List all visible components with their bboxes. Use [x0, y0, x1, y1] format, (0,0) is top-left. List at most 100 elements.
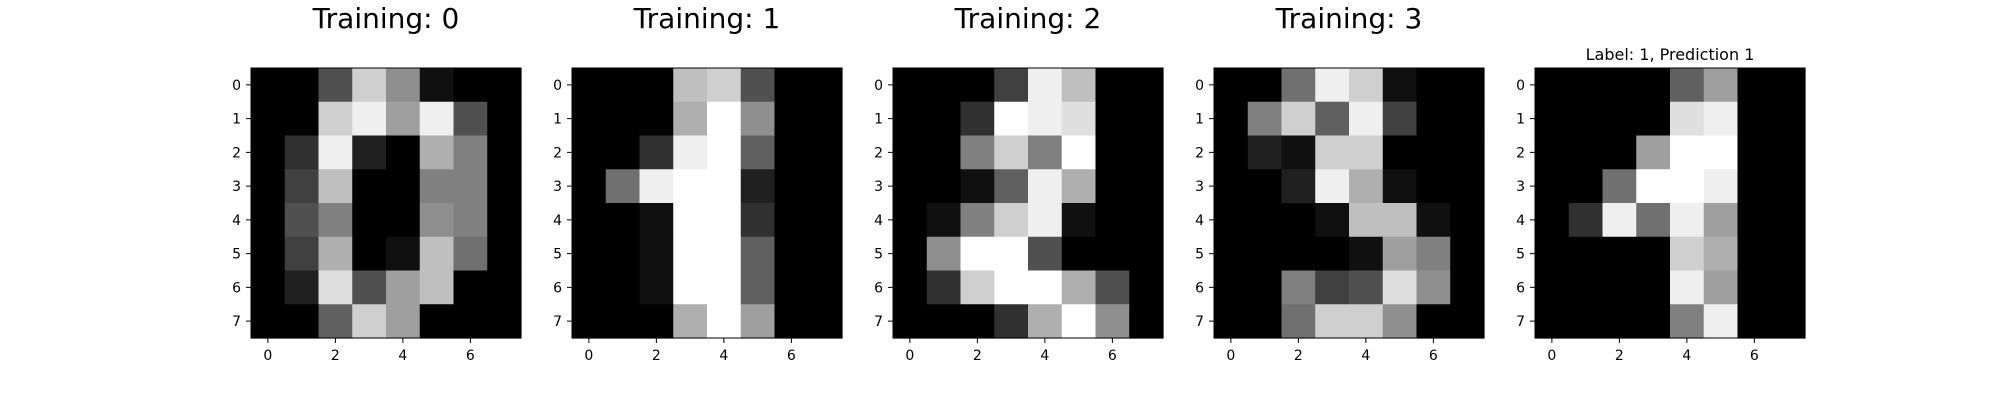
pixel-cell	[1247, 169, 1283, 204]
pixel-cell	[639, 101, 674, 137]
pixel-cell	[740, 101, 776, 137]
pixel-cell	[419, 101, 455, 137]
y-tick-label: 0	[874, 78, 883, 94]
pixel-cell	[1129, 203, 1164, 238]
pixel-cell	[251, 203, 286, 238]
pixel-cell	[251, 236, 286, 272]
pixel-cell	[1247, 203, 1283, 238]
panel-title: Training: 1	[633, 2, 781, 35]
pixel-cell	[1568, 169, 1604, 204]
pixel-cell	[1771, 169, 1806, 204]
pixel-cell	[284, 101, 320, 137]
pixel-cell	[251, 169, 286, 204]
x-tick-label: 2	[1615, 348, 1624, 364]
x-tick-label: 6	[1429, 348, 1438, 364]
pixel-cell	[386, 236, 421, 272]
pixel-cell	[352, 68, 387, 103]
pixel-cell	[1315, 135, 1350, 170]
panel-title: Training: 3	[1275, 2, 1423, 35]
pixel-cell	[1281, 101, 1316, 137]
pixel-cell	[1670, 203, 1705, 238]
pixel-cell	[1416, 135, 1451, 170]
pixel-cell	[1450, 270, 1485, 305]
y-tick-label: 7	[232, 314, 241, 330]
pixel-cell	[639, 135, 674, 170]
pixel-cell	[1214, 101, 1249, 137]
pixel-cell	[1247, 270, 1283, 305]
pixel-cell	[1315, 68, 1350, 103]
x-tick-label: 2	[973, 348, 982, 364]
pixel-cell	[774, 304, 809, 339]
pixel-cell	[386, 270, 421, 305]
pixel-cell	[1129, 304, 1164, 339]
pixel-cell	[1247, 101, 1283, 137]
pixel-cell	[994, 236, 1029, 272]
pixel-cell	[1129, 236, 1164, 272]
axes-frame	[250, 67, 522, 339]
pixel-cell	[1281, 304, 1316, 339]
pixel-cell	[487, 135, 522, 170]
image-panel-4: Label: 1, Prediction 1 0 1 2 3 4 5 6 7 0 2 4 6	[1516, 45, 1806, 364]
pixel-cell	[1670, 135, 1705, 170]
pixel-cell	[419, 304, 455, 339]
y-tick-label: 5	[553, 247, 562, 263]
axes-frame	[1213, 67, 1485, 339]
y-tick-label: 3	[874, 179, 883, 195]
pixel-cell	[926, 304, 962, 339]
pixel-cell	[1703, 135, 1739, 170]
image-panel-2: Training: 2 0 1 2 3 4 5 6 7 0 2 4 6	[874, 2, 1164, 364]
pixel-cell	[1382, 304, 1418, 339]
pixel-cell	[1771, 270, 1806, 305]
pixel-cell	[1214, 304, 1249, 339]
pixel-cell	[1771, 304, 1806, 339]
pixel-cell	[1349, 270, 1384, 305]
y-tick-label: 3	[553, 179, 562, 195]
pixel-cell	[453, 68, 488, 103]
pixel-cell	[893, 236, 928, 272]
pixel-cell	[1450, 304, 1485, 339]
pixel-cell	[808, 203, 843, 238]
pixel-cell	[893, 135, 928, 170]
pixel-cell	[1568, 135, 1604, 170]
pixel-cell	[1450, 68, 1485, 103]
pixel-cell	[808, 304, 843, 339]
y-tick-label: 6	[874, 280, 883, 296]
pixel-cell	[1061, 236, 1097, 272]
pixel-cell	[1061, 270, 1097, 305]
pixel-cell	[605, 68, 641, 103]
pixel-cell	[808, 135, 843, 170]
pixel-cell	[453, 101, 488, 137]
pixel-cell	[1061, 304, 1097, 339]
pixel-cell	[419, 236, 455, 272]
y-tick-label: 0	[232, 78, 241, 94]
pixel-cell	[1737, 304, 1772, 339]
panel-title: Training: 2	[954, 2, 1102, 35]
pixel-cell	[1602, 68, 1637, 103]
pixel-cell	[284, 169, 320, 204]
pixel-cell	[419, 203, 455, 238]
pixel-cell	[352, 169, 387, 204]
pixel-cell	[994, 135, 1029, 170]
pixel-cell	[960, 68, 995, 103]
pixel-cell	[386, 304, 421, 339]
pixel-cell	[1636, 236, 1671, 272]
y-tick-label: 1	[1195, 112, 1204, 128]
pixel-cell	[926, 203, 962, 238]
pixel-cell	[1450, 169, 1485, 204]
pixel-cell	[1281, 135, 1316, 170]
pixel-cell	[1670, 236, 1705, 272]
pixel-cell	[960, 101, 995, 137]
pixel-cell	[1095, 68, 1130, 103]
pixel-cell	[1450, 203, 1485, 238]
pixel-cell	[707, 101, 742, 137]
pixel-cell	[1061, 135, 1097, 170]
pixel-cell	[639, 169, 674, 204]
pixel-cell	[1602, 236, 1637, 272]
pixel-cell	[487, 68, 522, 103]
pixel-cell	[318, 135, 353, 170]
pixel-cell	[1214, 270, 1249, 305]
pixel-cell	[1129, 135, 1164, 170]
pixel-cell	[808, 169, 843, 204]
pixel-cell	[251, 270, 286, 305]
